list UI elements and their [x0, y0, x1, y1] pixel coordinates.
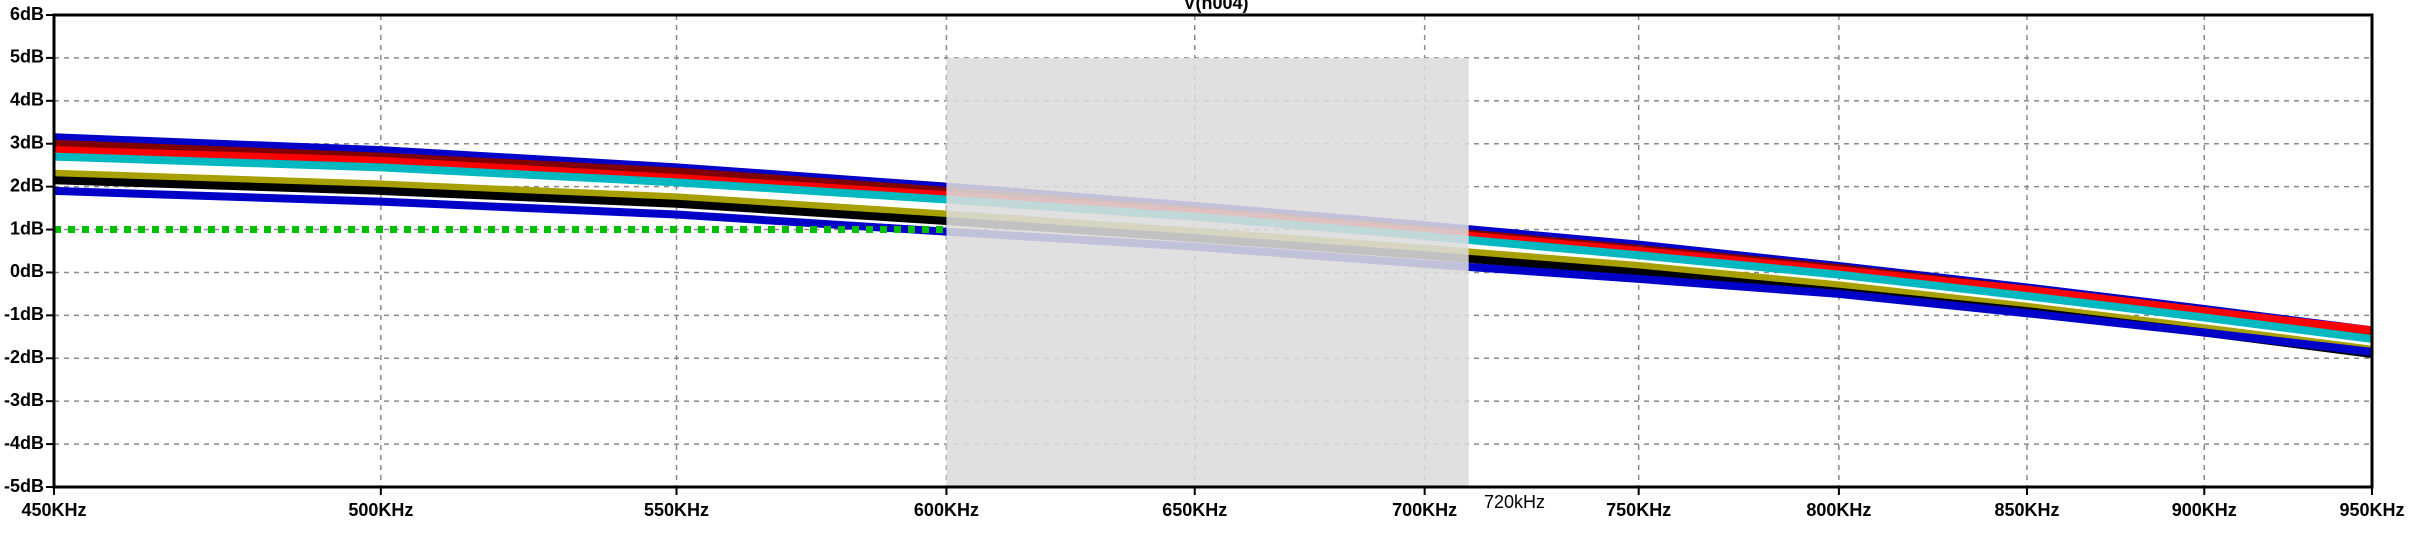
- x-tick-label: 850KHz: [1994, 500, 2059, 520]
- x-tick-label: 800KHz: [1806, 500, 1871, 520]
- selection-layer: [946, 57, 1469, 488]
- y-tick-label: 1dB: [10, 218, 44, 238]
- x-tick-label: 450KHz: [21, 500, 86, 520]
- x-tick-label: 650KHz: [1162, 500, 1227, 520]
- x-tick-label: 500KHz: [348, 500, 413, 520]
- cursor-annotation: 720kHz: [1484, 492, 1545, 512]
- x-tick-label: 750KHz: [1606, 500, 1671, 520]
- chart-title: V(n004): [1183, 0, 1248, 13]
- y-tick-label: -2dB: [4, 347, 44, 367]
- plot-frame: [52, 13, 2374, 489]
- y-tick-label: -4dB: [4, 433, 44, 453]
- y-tick-label: 2dB: [10, 175, 44, 195]
- y-tick-label: -3dB: [4, 390, 44, 410]
- y-tick-label: 3dB: [10, 132, 44, 152]
- x-tick-label: 950KHz: [2339, 500, 2404, 520]
- x-tick-label: 600KHz: [914, 500, 979, 520]
- x-tick-label: 700KHz: [1392, 500, 1457, 520]
- y-tick-label: 6dB: [10, 4, 44, 24]
- x-tick-label: 900KHz: [2172, 500, 2237, 520]
- y-tick-label: 4dB: [10, 90, 44, 110]
- selection-box: [946, 57, 1469, 488]
- x-tick-label: 550KHz: [644, 500, 709, 520]
- y-tick-label: -1dB: [4, 304, 44, 324]
- label-layer: 6dB 5dB 4dB 3dB 2dB 1dB 0dB -1dB -2dB -3dB -4dB -5d…: [4, 4, 2405, 520]
- y-tick-label: -5dB: [4, 476, 44, 496]
- y-tick-label: 0dB: [10, 261, 44, 281]
- y-tick-label: 5dB: [10, 47, 44, 67]
